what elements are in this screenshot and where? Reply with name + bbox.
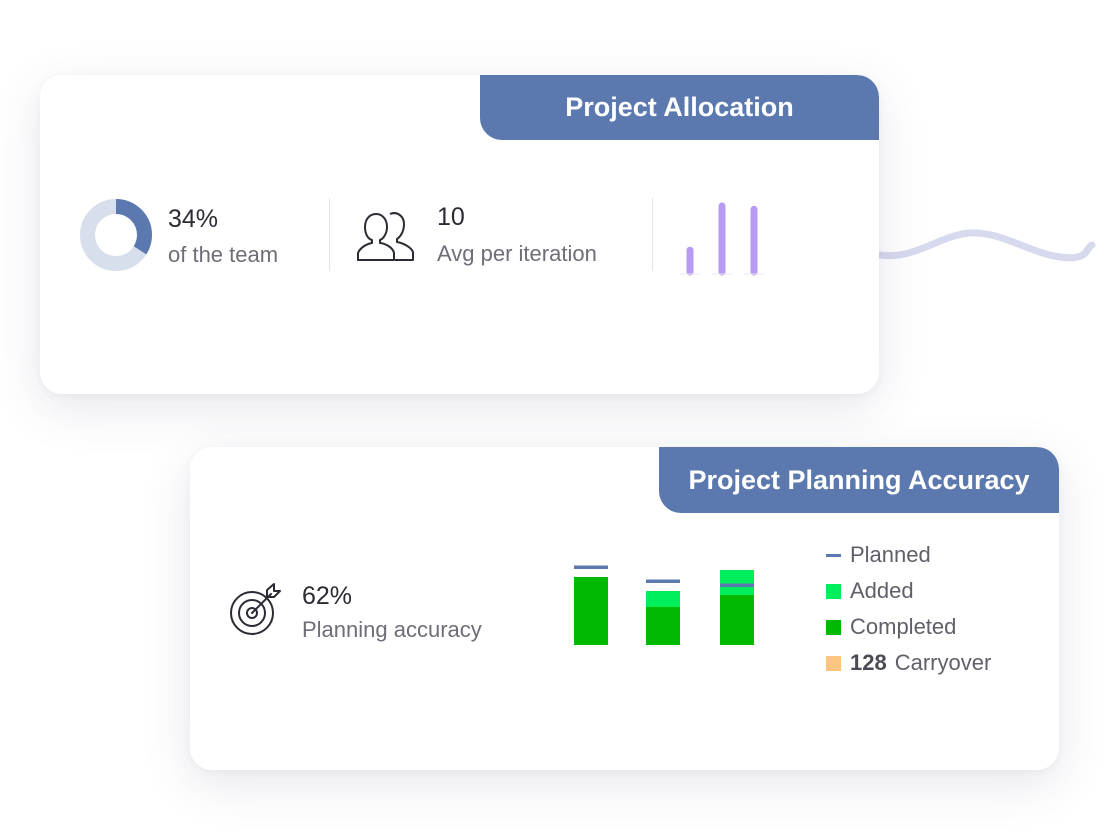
avg-per-iteration-value: 10 <box>437 203 465 231</box>
project-planning-accuracy-title: Project Planning Accuracy <box>659 447 1059 513</box>
legend-completed-swatch <box>826 619 841 635</box>
completed-bar <box>720 595 754 645</box>
legend-completed: Completed <box>826 614 956 640</box>
planning-accuracy-value: 62% <box>302 582 353 610</box>
legend-planned-label: Planned <box>850 542 931 567</box>
planned-marker <box>574 565 608 569</box>
legend-completed-label: Completed <box>850 614 957 639</box>
target-icon <box>230 583 281 635</box>
metric-divider <box>652 198 653 271</box>
legend-carryover-label: Carryover <box>894 650 992 675</box>
planning-accuracy-chart <box>574 565 754 645</box>
project-allocation-title: Project Allocation <box>480 75 879 140</box>
decorative-wave <box>876 229 1096 262</box>
project-planning-accuracy-card: Project Planning Accuracy 62% Planning a… <box>190 447 1059 770</box>
project-allocation-card: Project Allocation 34% of the team 10 Av… <box>40 75 879 394</box>
completed-bar <box>646 607 680 645</box>
completed-bar <box>574 577 608 645</box>
team-share-label: of the team <box>168 242 279 267</box>
avg-per-iteration-label: Avg per iteration <box>437 241 597 266</box>
legend-carryover-swatch <box>826 655 841 671</box>
team-members-icon <box>357 212 414 261</box>
iteration-mini-bar-chart <box>680 202 764 276</box>
team-share-donut <box>80 199 152 271</box>
carryover-count: 128 <box>850 650 887 675</box>
legend-added: Added <box>826 578 914 604</box>
legend-carryover: 128 Carryover <box>826 650 991 676</box>
added-bar <box>646 591 680 607</box>
planned-marker <box>720 583 754 587</box>
legend-added-label: Added <box>850 578 914 603</box>
planned-marker <box>646 579 680 583</box>
team-share-value: 34% <box>168 205 219 233</box>
legend-planned: Planned <box>826 542 931 568</box>
planning-accuracy-label: Planning accuracy <box>302 617 482 642</box>
legend-added-swatch <box>826 583 841 599</box>
added-bar <box>720 570 754 595</box>
metric-divider <box>329 198 330 271</box>
legend-planned-marker <box>826 553 841 557</box>
